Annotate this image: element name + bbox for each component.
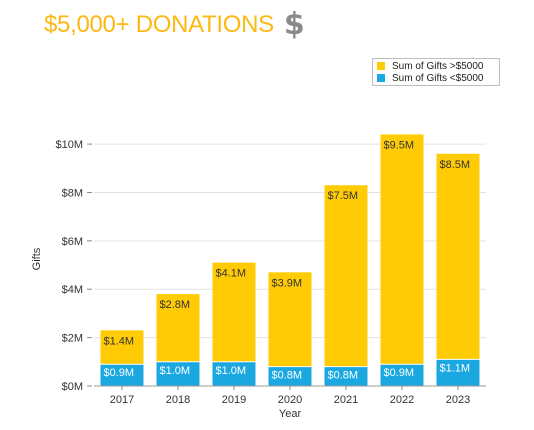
x-tick-label: 2022 <box>390 394 414 406</box>
bar-segment-high <box>100 330 144 365</box>
data-label-high: $1.4M <box>104 335 135 347</box>
bar-segment-high <box>436 153 480 360</box>
bar-segment-low <box>436 359 480 386</box>
y-tick-label: $10M <box>55 139 83 151</box>
legend-label: Sum of Gifts <$5000 <box>392 72 484 84</box>
y-tick-label: $0M <box>62 381 83 393</box>
data-label-low: $0.9M <box>384 367 415 379</box>
dollar-sign-icon: $ <box>283 7 305 42</box>
data-label-high: $3.9M <box>272 277 303 289</box>
bar-segment-high <box>156 294 200 362</box>
y-axis-title: Gifts <box>31 247 43 270</box>
legend-swatch <box>377 62 385 70</box>
data-label-high: $8.5M <box>440 159 471 171</box>
page-title-text: $5,000+ DONATIONS <box>44 11 274 38</box>
data-label-high: $2.8M <box>160 299 191 311</box>
data-label-low: $0.8M <box>272 370 303 382</box>
bar-segment-high <box>268 272 312 367</box>
data-label-low: $0.8M <box>328 370 359 382</box>
x-tick-label: 2023 <box>446 394 470 406</box>
page-title: $5,000+ DONATIONS $ <box>44 7 305 42</box>
y-tick-label: $2M <box>62 333 83 345</box>
legend-swatch <box>377 74 385 82</box>
bar-segment-low <box>156 361 200 386</box>
bar-segment-low <box>268 366 312 386</box>
bar-segment-low <box>100 364 144 386</box>
x-tick-label: 2020 <box>278 394 302 406</box>
bar-segment-high <box>324 185 368 367</box>
data-label-low: $1.0M <box>160 365 191 377</box>
data-label-high: $4.1M <box>216 268 247 280</box>
bar-segment-high <box>212 262 256 362</box>
data-label-high: $7.5M <box>328 190 359 202</box>
x-tick-label: 2017 <box>110 394 134 406</box>
x-tick-label: 2018 <box>166 394 190 406</box>
x-axis-title: Year <box>279 408 302 420</box>
data-label-low: $1.1M <box>440 362 471 374</box>
data-label-low: $1.0M <box>216 365 247 377</box>
bar-segment-high <box>380 134 424 365</box>
legend-item-low: Sum of Gifts <$5000 <box>377 72 499 84</box>
legend-label: Sum of Gifts >$5000 <box>392 60 484 72</box>
bar-segment-low <box>324 366 368 386</box>
data-label-low: $0.9M <box>104 367 135 379</box>
y-tick-label: $6M <box>62 236 83 248</box>
legend-item-high: Sum of Gifts >$5000 <box>377 60 499 72</box>
bar-segment-low <box>212 361 256 386</box>
y-tick-label: $8M <box>62 187 83 199</box>
x-tick-label: 2021 <box>334 394 358 406</box>
chart-legend: Sum of Gifts >$5000 Sum of Gifts <$5000 <box>372 58 500 86</box>
x-tick-label: 2019 <box>222 394 246 406</box>
data-label-high: $9.5M <box>384 139 415 151</box>
bar-segment-low <box>380 364 424 386</box>
y-tick-label: $4M <box>62 284 83 296</box>
